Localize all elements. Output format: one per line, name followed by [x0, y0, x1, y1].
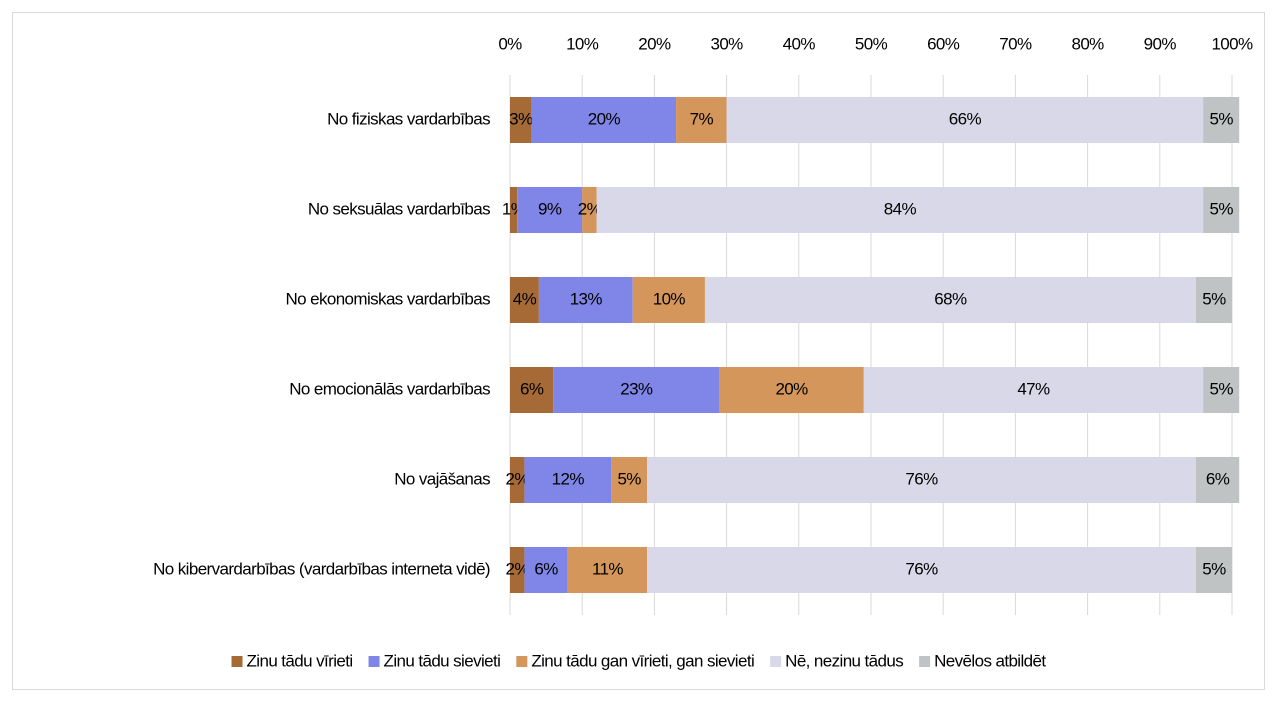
bar-segment [676, 97, 727, 143]
bar-segment [1195, 457, 1240, 503]
y-tick-label: No emocionālās vardarbības [289, 379, 490, 398]
bar-segment [1195, 277, 1232, 323]
data-label: 20% [588, 109, 621, 128]
data-label: 66% [949, 109, 982, 128]
x-tick-label: 0% [498, 34, 522, 53]
bar-segment [510, 277, 539, 323]
bar-segment [531, 97, 677, 143]
data-label: 11% [592, 559, 623, 578]
legend-label: Zinu tādu vīrieti [247, 651, 353, 670]
data-label: 6% [534, 559, 558, 578]
bar-segment [517, 187, 583, 233]
bar-segment [719, 367, 864, 413]
data-label: 76% [905, 469, 938, 488]
legend-swatch [368, 656, 380, 667]
bar-segment [647, 547, 1196, 593]
bar-segment [510, 457, 525, 503]
data-label: 5% [617, 469, 641, 488]
legend-swatch [770, 656, 782, 667]
bar-segment [1203, 367, 1240, 413]
x-tick-label: 50% [855, 34, 888, 53]
x-tick-label: 80% [1071, 34, 1104, 53]
bar-segment [582, 187, 597, 233]
data-label: 6% [1206, 469, 1230, 488]
data-label: 23% [620, 379, 653, 398]
bar-segment [1203, 187, 1240, 233]
y-tick-label: No kibervardarbības (vardarbības interne… [153, 559, 490, 578]
data-label: 5% [1202, 289, 1226, 308]
data-label: 20% [775, 379, 808, 398]
bar-segment [863, 367, 1204, 413]
y-tick-label: No ekonomiskas vardarbības [285, 289, 490, 308]
data-label: 4% [513, 289, 537, 308]
bar-segment [510, 97, 532, 143]
bar-segment [524, 547, 568, 593]
data-label: 6% [520, 379, 544, 398]
data-label: 12% [552, 469, 585, 488]
x-tick-label: 60% [927, 34, 960, 53]
data-label: 84% [884, 199, 917, 218]
bar-segment [510, 547, 525, 593]
data-label: 76% [905, 559, 938, 578]
bar-segment [1195, 547, 1232, 593]
x-tick-label: 90% [1144, 34, 1177, 53]
bar-segment [538, 277, 633, 323]
legend-label: Nē, nezinu tādus [785, 651, 903, 670]
y-tick-label: No seksuālas vardarbības [308, 199, 490, 218]
data-label: 7% [690, 109, 714, 128]
legend-label: Zinu tādu sievieti [384, 651, 501, 670]
x-tick-label: 20% [638, 34, 671, 53]
data-label: 68% [934, 289, 967, 308]
x-tick-label: 100% [1211, 34, 1253, 53]
data-label: 5% [1209, 109, 1233, 128]
data-label: 2% [578, 199, 602, 218]
legend-swatch [516, 656, 528, 667]
legend-swatch [231, 656, 243, 667]
bar-segment [704, 277, 1196, 323]
data-label: 9% [538, 199, 562, 218]
bar-segment [611, 457, 648, 503]
bar-segment [510, 187, 518, 233]
data-label: 2% [506, 559, 530, 578]
data-label: 13% [570, 289, 603, 308]
x-tick-label: 40% [783, 34, 816, 53]
data-label: 5% [1202, 559, 1226, 578]
data-label: 2% [506, 469, 530, 488]
bar-segment [524, 457, 612, 503]
bar-segment [632, 277, 705, 323]
bar-segment [567, 547, 648, 593]
bar-segment [596, 187, 1204, 233]
bar-segment [647, 457, 1196, 503]
data-label: 5% [1209, 379, 1233, 398]
bar-segment [1203, 97, 1240, 143]
data-label: 5% [1209, 199, 1233, 218]
bar-segment [510, 367, 554, 413]
legend-label: Nevēlos atbildēt [934, 651, 1046, 670]
legend-swatch [919, 656, 931, 667]
data-label: 10% [653, 289, 686, 308]
bar-segment [553, 367, 720, 413]
bar-segment [726, 97, 1204, 143]
data-label: 3% [509, 109, 533, 128]
x-tick-label: 30% [710, 34, 743, 53]
y-tick-label: No fiziskas vardarbības [327, 109, 490, 128]
x-tick-label: 10% [566, 34, 599, 53]
y-tick-label: No vajāšanas [394, 469, 490, 488]
x-tick-label: 70% [999, 34, 1032, 53]
data-label: 47% [1017, 379, 1050, 398]
legend-label: Zinu tādu gan vīrieti, gan sievieti [531, 651, 754, 670]
